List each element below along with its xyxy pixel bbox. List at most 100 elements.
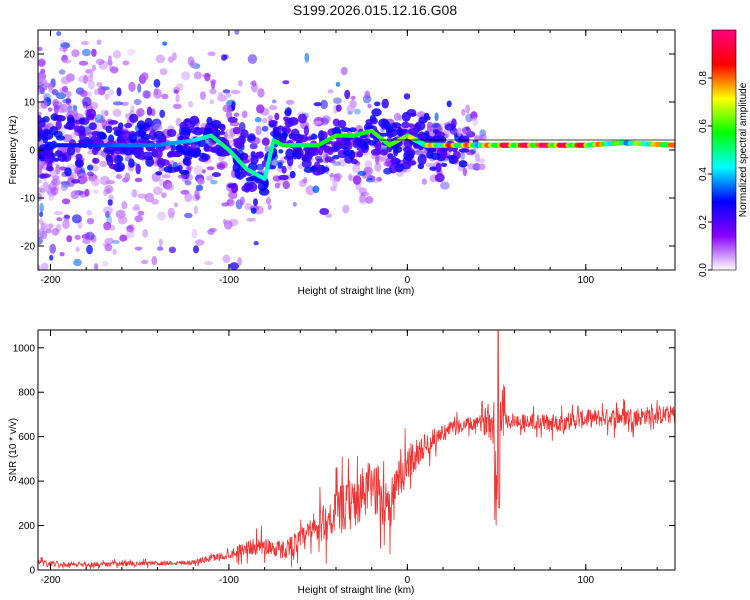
spectrogram-noise-blob [86,171,94,177]
spectrogram-noise-blob [60,76,71,85]
spectrogram-noise-blob [75,246,80,252]
spectrogram-y-tick-label: -20 [21,242,36,253]
spectrogram-noise-blob [292,201,297,207]
spectrogram-noise-blob [193,245,199,254]
spectrogram-noise-blob [185,165,193,170]
spectrogram-noise-blob [36,9,42,17]
spectrogram-noise-blob [217,94,228,102]
spectrogram-noise-blob [71,49,80,58]
spectrogram-band-blob [446,100,452,108]
spectrogram-noise-blob [314,155,323,161]
spectrogram-noise-blob [62,98,72,104]
spectrogram-noise-blob [78,60,89,66]
spectrogram-noise-blob [365,178,376,183]
spectrogram-noise-blob [49,169,59,178]
spectrogram-noise-blob [52,101,63,108]
spectrogram-noise-blob [472,163,481,171]
page-title: S199.2026.015.12.16.G08 [292,2,458,18]
spectrogram-noise-blob [59,87,68,94]
spectrogram-noise-blob [224,134,234,140]
spectrogram-band-blob [293,148,301,158]
spectrogram-noise-blob [72,105,78,111]
spectrogram-noise-blob [47,83,54,91]
spectrogram-noise-blob [104,93,110,100]
spectrogram-noise-blob [50,186,59,196]
spectrogram-noise-blob [38,192,43,202]
spectrogram-noise-blob [312,120,323,125]
spectrogram-band-blob [417,154,427,165]
spectrogram-band-blob [191,151,200,158]
spectrogram-noise-blob [157,211,167,221]
spectrogram-band-blob [342,149,354,157]
spectrogram-band-blob [371,108,382,117]
spectrogram-band-blob [129,113,139,123]
spectrogram-noise-blob [142,229,149,238]
spectrogram-noise-blob [83,75,88,84]
spectrogram-noise-blob [194,189,200,199]
spectrogram-noise-blob [61,181,71,188]
spectrogram-noise-blob [193,165,203,176]
spectrogram-band-blob [78,139,86,144]
spectrogram-noise-blob [127,48,136,56]
spectrogram-y-tick-label: 10 [24,98,36,109]
spectrogram-band-blob [113,129,123,137]
spectrogram-noise-blob [187,56,195,66]
spectrogram-band-blob [42,150,54,157]
spectrogram-noise-blob [82,13,86,21]
spectrogram-band-blob [253,198,258,207]
spectrogram-noise-blob [105,210,111,218]
spectrogram-noise-blob [167,56,175,63]
spectrogram-noise-blob [232,21,239,29]
spectrogram-noise-blob [79,191,88,198]
spectrogram-band-blob [163,166,173,173]
spectrogram-noise-blob [38,166,43,176]
colorbar: 0.0 0.2 0.4 0.6 0.8 Normalized spectral ampl… [698,29,749,277]
spectrogram-band-blob [54,150,63,157]
spectrogram-noise-blob [230,89,241,95]
spectrogram-band-blob [42,136,49,144]
spectrogram-band-blob [55,119,62,130]
spectrogram-band-blob [201,153,210,161]
spectrogram-noise-blob [164,14,172,19]
spectrogram-noise-blob [231,101,236,111]
snr-x-tick-label: -200 [40,575,60,586]
spectrogram-noise-blob [251,80,257,87]
spectrogram-noise-blob [48,194,54,201]
spectrogram-noise-blob [119,234,128,242]
spectrogram-noise-blob [425,163,436,168]
snr-x-tick-label: 0 [405,575,411,586]
spectrogram-noise-blob [221,54,227,61]
spectrogram-band-blob [324,156,334,162]
spectrogram-noise-blob [51,228,60,236]
spectrogram-noise-blob [216,163,225,170]
spectrogram-noise-blob [74,23,80,28]
spectrogram-noise-blob [104,110,109,117]
spectrogram-noise-blob [238,80,243,87]
spectrogram-noise-blob [158,238,163,247]
spectrogram-noise-blob [81,48,91,57]
spectrogram-band-blob [49,126,59,136]
spectrogram-band-blob [344,154,353,164]
spectrogram-band-blob [432,129,440,134]
spectrogram-x-tick-label: -100 [219,275,239,286]
spectrogram-noise-blob [162,41,168,46]
spectrogram-y-tick-label: 20 [24,50,36,61]
colorbar-tick-label: 0.0 [698,263,709,277]
spectrogram-band-blob [277,161,283,169]
spectrogram-band-blob [344,89,351,100]
spectrogram-noise-blob [222,218,227,225]
spectrogram-noise-blob [261,125,269,132]
spectrogram-band-blob [135,163,141,175]
colorbar-frame [711,29,737,271]
spectrogram-noise-blob [332,161,341,167]
spectrogram-band-blob [184,118,191,123]
spectrogram-band-blob [66,121,74,129]
spectrogram-noise-blob [196,178,205,185]
spectrogram-noise-blob [333,173,343,180]
spectrogram-noise-blob [285,99,295,105]
spectrogram-band-blob [278,174,289,181]
spectrogram-noise-blob [116,87,122,97]
spectrogram-noise-blob [61,222,70,228]
spectrogram-noise-blob [39,221,48,231]
spectrogram-band-blob [326,146,334,155]
